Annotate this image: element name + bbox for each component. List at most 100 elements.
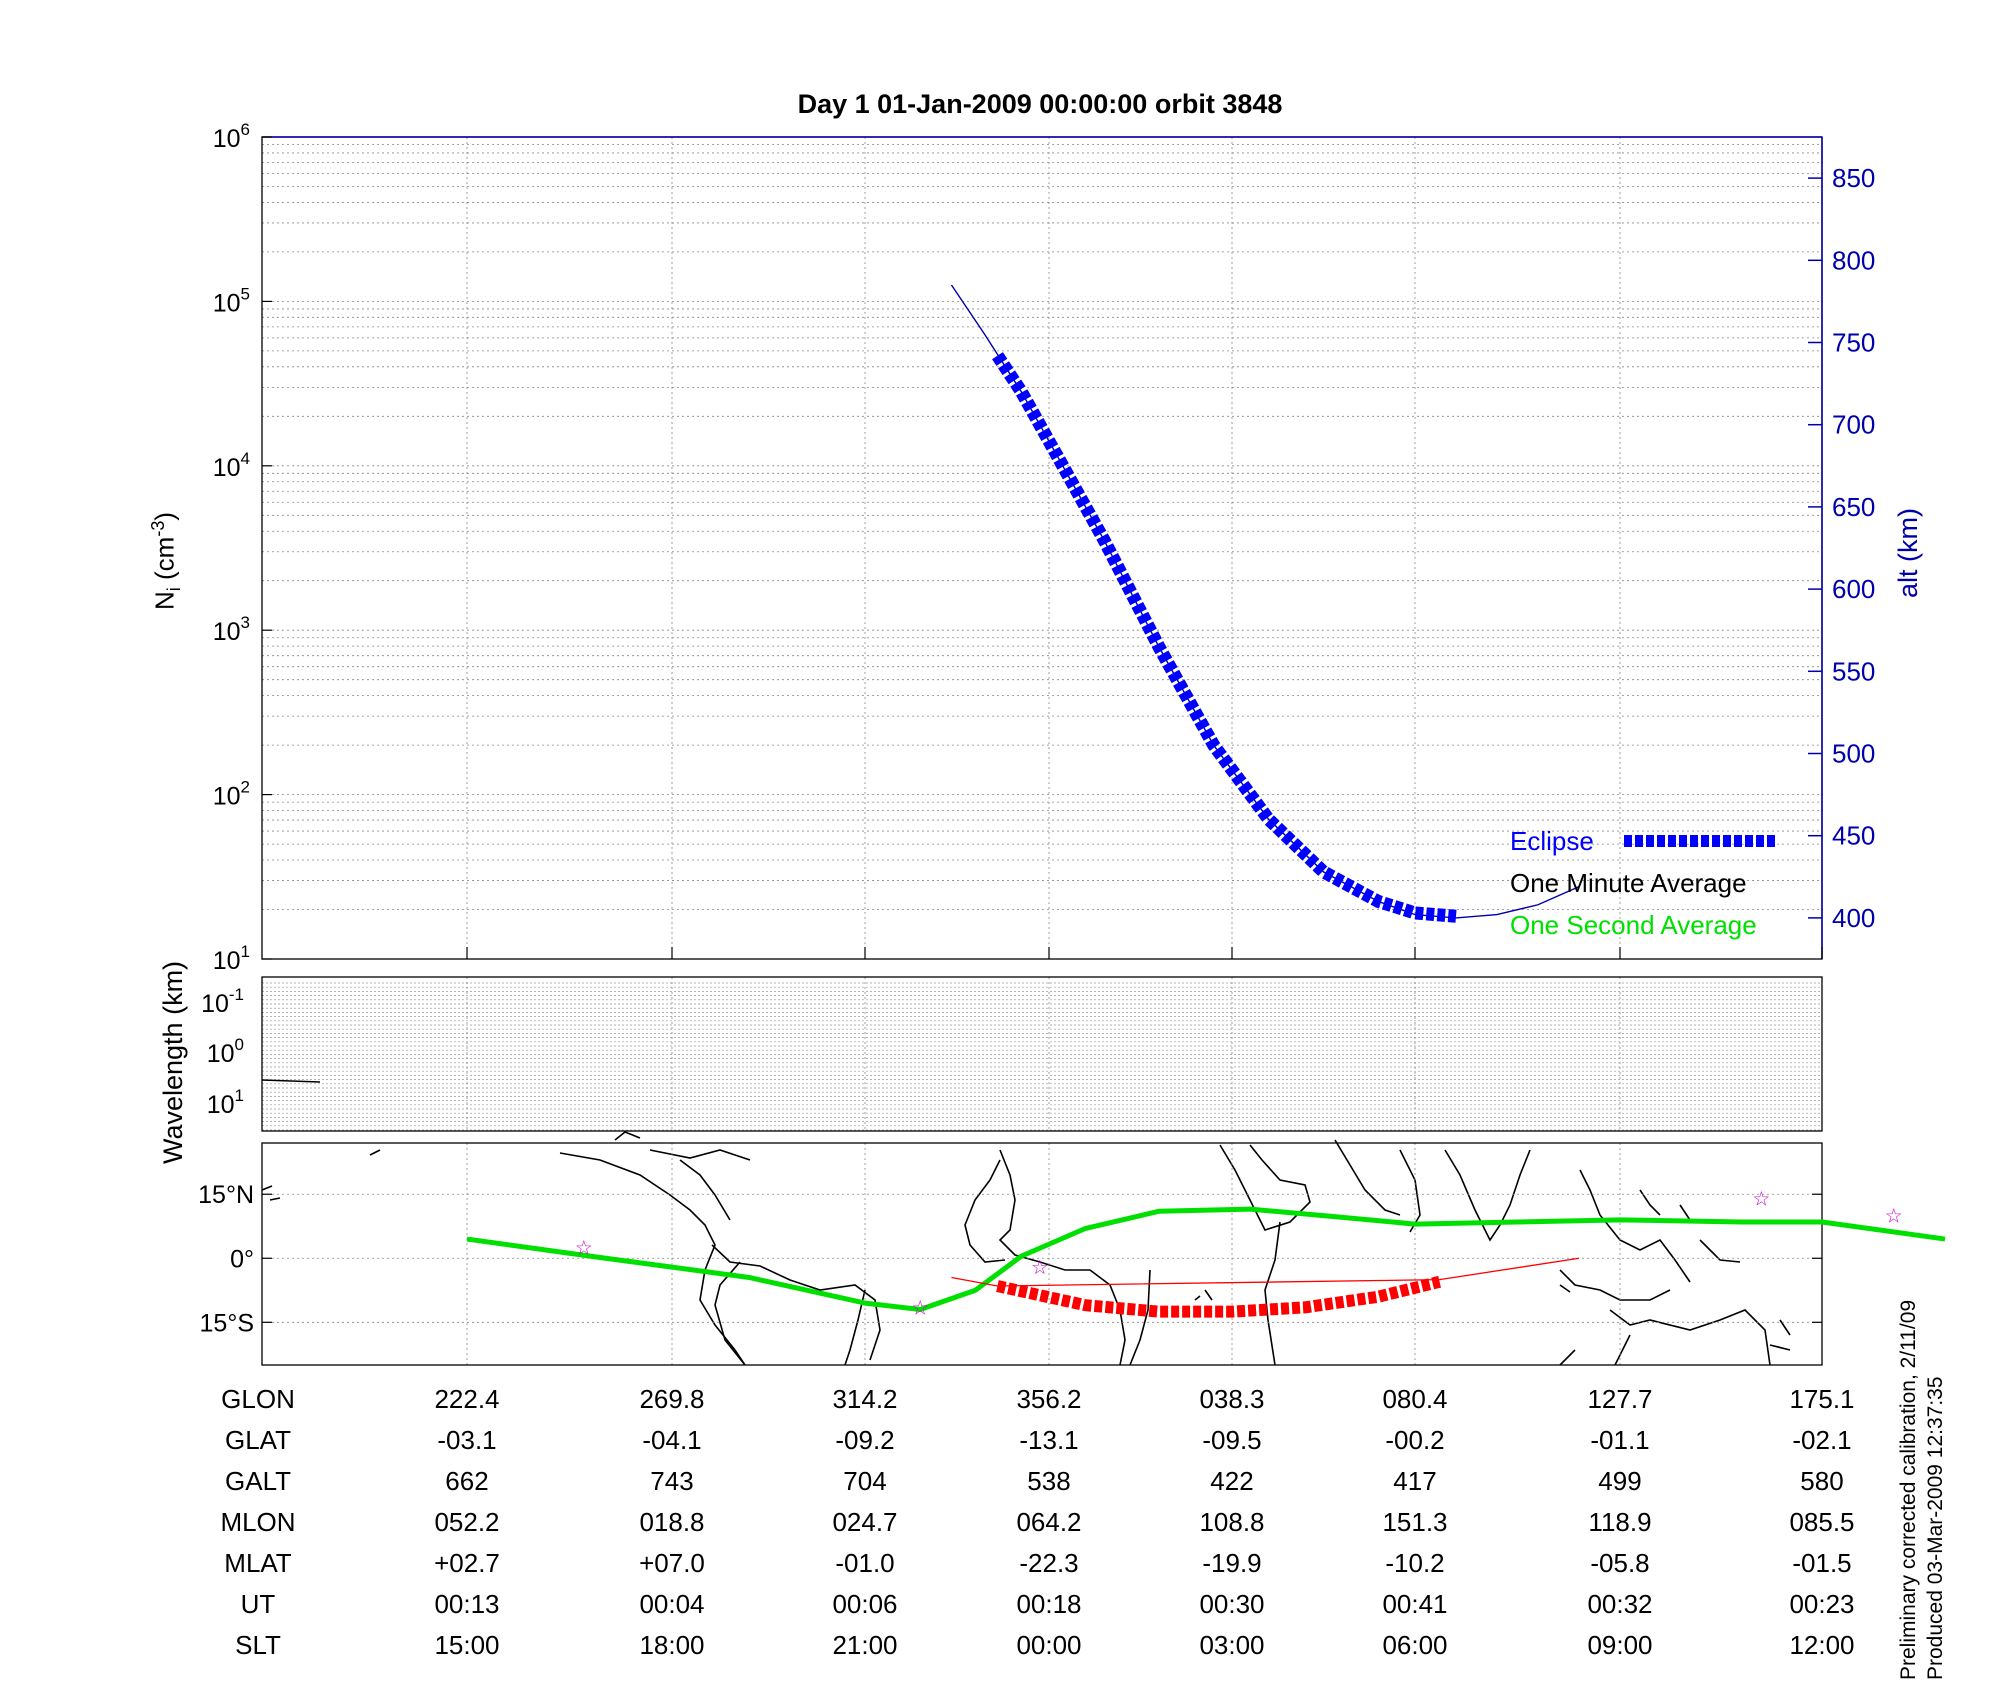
density-y-tick-label: 106 (213, 120, 250, 153)
table-cell: 499 (1598, 1466, 1641, 1496)
map-lat-tick-label: 15°N (198, 1181, 254, 1209)
table-cell: 580 (1800, 1466, 1843, 1496)
table-cell: 064.2 (1016, 1507, 1081, 1537)
table-cell: 127.7 (1587, 1384, 1652, 1414)
table-cell: -09.5 (1202, 1425, 1261, 1455)
altitude-y-label: alt (km) (1893, 508, 1923, 598)
altitude-tick-label: 650 (1832, 492, 1875, 522)
altitude-tick-label: 500 (1832, 739, 1875, 769)
produced-note: Produced 03-Mar-2009 12:37:35 (1924, 1376, 1947, 1680)
table-cell: 743 (650, 1466, 693, 1496)
star-marker: ☆ (911, 1297, 929, 1319)
legend-one-second-label: One Second Average (1510, 910, 1757, 940)
table-cell: 00:30 (1199, 1589, 1264, 1619)
density-y-tick-label: 101 (213, 942, 250, 975)
density-y-ticks: 101 102 103 104 105 106 (213, 120, 272, 975)
table-cell: 00:04 (639, 1589, 704, 1619)
table-cell: +02.7 (434, 1548, 500, 1578)
table-cell: -01.1 (1590, 1425, 1649, 1455)
wavelength-y-tick-label: 100 (207, 1035, 244, 1068)
table-cell: 222.4 (434, 1384, 499, 1414)
table-cell: 09:00 (1587, 1630, 1652, 1660)
table-cell: 422 (1210, 1466, 1253, 1496)
table-cell: 00:32 (1587, 1589, 1652, 1619)
table-cell: 21:00 (832, 1630, 897, 1660)
table-row-label: GLAT (225, 1425, 291, 1455)
table-cell: 00:00 (1016, 1630, 1081, 1660)
table-cell: 118.9 (1588, 1507, 1651, 1537)
map-lat-ticks: 15°N 0° 15°S (198, 1181, 1822, 1337)
ephemeris-table: GLON 222.4 269.8 314.2 356.2 038.3 080.4 127.7 1… (220, 1384, 1854, 1660)
altitude-tick-label: 700 (1832, 410, 1875, 440)
table-cell: -02.1 (1792, 1425, 1851, 1455)
coastline-map (261, 1079, 1791, 1366)
density-y-tick-label: 103 (213, 613, 250, 646)
wavelength-plot-frame (261, 976, 1823, 1132)
table-cell: 662 (445, 1466, 488, 1496)
altitude-line (950, 284, 1580, 919)
map-frame (261, 1142, 1823, 1366)
altitude-tick-label: 600 (1832, 574, 1875, 604)
density-y-tick-label: 102 (213, 778, 250, 811)
density-y-tick-label: 104 (213, 449, 250, 482)
table-row-label: MLAT (224, 1548, 292, 1578)
density-grid (262, 137, 1823, 960)
wavelength-y-tick-label: 10-1 (201, 985, 244, 1018)
table-cell: 356.2 (1016, 1384, 1081, 1414)
table-cell: -00.2 (1385, 1425, 1444, 1455)
table-cell: -22.3 (1019, 1548, 1078, 1578)
table-cell: 12:00 (1789, 1630, 1854, 1660)
table-cell: +07.0 (639, 1548, 705, 1578)
table-cell: -04.1 (642, 1425, 701, 1455)
eclipse-ground-track (996, 1275, 1442, 1318)
table-cell: 108.8 (1199, 1507, 1264, 1537)
legend-eclipse-label: Eclipse (1510, 826, 1594, 856)
table-row-label: GALT (225, 1466, 291, 1496)
table-cell: 15:00 (434, 1630, 499, 1660)
star-marker: ☆ (1885, 1206, 1903, 1228)
eclipse-line (992, 352, 1457, 923)
one-second-track (466, 1206, 1946, 1312)
table-cell: 704 (843, 1466, 886, 1496)
table-cell: -01.0 (835, 1548, 894, 1578)
table-cell: 417 (1393, 1466, 1436, 1496)
map-lat-tick-label: 15°S (200, 1309, 254, 1337)
table-row-label: GLON (221, 1384, 295, 1414)
table-cell: 175.1 (1789, 1384, 1854, 1414)
table-row-label: UT (241, 1589, 276, 1619)
legend: Eclipse One Minute Average One Second Av… (1510, 826, 1776, 940)
wavelength-y-ticks: 10-1 100 101 (201, 985, 244, 1119)
table-cell: -01.5 (1792, 1548, 1851, 1578)
table-cell: 00:23 (1789, 1589, 1854, 1619)
table-cell: 024.7 (832, 1507, 897, 1537)
table-cell: 038.3 (1199, 1384, 1264, 1414)
altitude-tick-label: 800 (1832, 245, 1875, 275)
table-cell: -05.8 (1590, 1548, 1649, 1578)
table-row-label: SLT (235, 1630, 281, 1660)
altitude-tick-label: 750 (1832, 328, 1875, 358)
ground-track-line (951, 1257, 1580, 1287)
density-x-ticks (466, 947, 1823, 959)
map-stars: ☆ ☆ ☆ ☆ ☆ (575, 1189, 1903, 1320)
density-y-label: Ni (cm-3) (148, 511, 184, 610)
table-cell: -13.1 (1019, 1425, 1078, 1455)
chart-title: Day 1 01-Jan-2009 00:00:00 orbit 3848 (798, 89, 1283, 119)
star-marker: ☆ (1752, 1189, 1770, 1211)
table-cell: 03:00 (1199, 1630, 1264, 1660)
table-cell: -19.9 (1202, 1548, 1261, 1578)
table-cell: -10.2 (1385, 1548, 1444, 1578)
table-cell: 538 (1027, 1466, 1070, 1496)
table-cell: 00:18 (1016, 1589, 1081, 1619)
legend-one-minute-label: One Minute Average (1510, 868, 1747, 898)
altitude-tick-label: 400 (1832, 903, 1875, 933)
table-cell: 18:00 (639, 1630, 704, 1660)
table-cell: 018.8 (639, 1507, 704, 1537)
map-tracks (466, 1206, 1946, 1318)
table-cell: -09.2 (835, 1425, 894, 1455)
table-cell: 151.3 (1382, 1507, 1447, 1537)
table-cell: 314.2 (832, 1384, 897, 1414)
star-marker: ☆ (1031, 1257, 1049, 1279)
altitude-tick-label: 450 (1832, 821, 1875, 851)
table-cell: 052.2 (434, 1507, 499, 1537)
